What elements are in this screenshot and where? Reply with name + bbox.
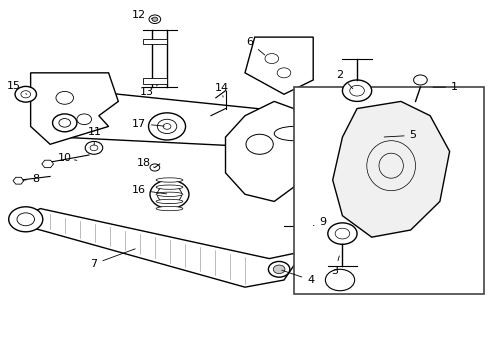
Circle shape bbox=[56, 91, 74, 104]
Circle shape bbox=[343, 80, 372, 102]
Polygon shape bbox=[305, 223, 317, 230]
Circle shape bbox=[15, 86, 36, 102]
Circle shape bbox=[273, 265, 285, 274]
Circle shape bbox=[77, 114, 92, 125]
Circle shape bbox=[277, 68, 291, 78]
Circle shape bbox=[21, 91, 30, 98]
Circle shape bbox=[246, 134, 273, 154]
Text: 5: 5 bbox=[384, 130, 416, 140]
Polygon shape bbox=[245, 37, 313, 94]
Circle shape bbox=[269, 261, 290, 277]
Circle shape bbox=[148, 113, 186, 140]
Circle shape bbox=[163, 123, 171, 129]
Text: 18: 18 bbox=[137, 158, 155, 168]
Circle shape bbox=[325, 269, 355, 291]
Text: 14: 14 bbox=[215, 83, 229, 97]
Circle shape bbox=[9, 207, 43, 232]
Polygon shape bbox=[13, 177, 24, 184]
Circle shape bbox=[59, 118, 71, 127]
Circle shape bbox=[85, 141, 103, 154]
Circle shape bbox=[418, 135, 442, 153]
Text: 10: 10 bbox=[58, 153, 77, 163]
Bar bbox=[143, 78, 167, 84]
Text: 2: 2 bbox=[337, 69, 353, 89]
Text: 4: 4 bbox=[282, 270, 315, 285]
Circle shape bbox=[350, 85, 365, 96]
Circle shape bbox=[361, 133, 373, 141]
Polygon shape bbox=[50, 91, 450, 155]
Circle shape bbox=[157, 119, 177, 134]
Text: 8: 8 bbox=[23, 174, 39, 184]
Polygon shape bbox=[225, 102, 303, 202]
Text: 13: 13 bbox=[140, 85, 157, 98]
Text: 15: 15 bbox=[6, 81, 27, 94]
Circle shape bbox=[152, 17, 158, 21]
Circle shape bbox=[17, 213, 34, 226]
Polygon shape bbox=[11, 208, 303, 287]
Circle shape bbox=[150, 180, 189, 208]
Ellipse shape bbox=[156, 178, 183, 182]
Polygon shape bbox=[333, 102, 450, 237]
Ellipse shape bbox=[156, 206, 183, 211]
Circle shape bbox=[328, 223, 357, 244]
Circle shape bbox=[90, 145, 98, 151]
Bar bbox=[294, 87, 484, 294]
Ellipse shape bbox=[156, 199, 183, 203]
Text: 12: 12 bbox=[132, 10, 152, 20]
Polygon shape bbox=[30, 73, 118, 144]
Polygon shape bbox=[42, 160, 53, 168]
Text: 11: 11 bbox=[88, 127, 102, 145]
Text: 6: 6 bbox=[246, 37, 265, 55]
Circle shape bbox=[335, 228, 350, 239]
Circle shape bbox=[265, 54, 279, 64]
Circle shape bbox=[414, 75, 427, 85]
Text: 1: 1 bbox=[433, 82, 458, 92]
Text: 16: 16 bbox=[132, 185, 167, 195]
Text: 3: 3 bbox=[332, 256, 339, 276]
Circle shape bbox=[424, 140, 436, 149]
Text: 17: 17 bbox=[132, 118, 164, 129]
Circle shape bbox=[149, 15, 161, 23]
Bar bbox=[143, 39, 167, 44]
Circle shape bbox=[157, 185, 182, 203]
Circle shape bbox=[52, 114, 77, 132]
Ellipse shape bbox=[156, 192, 183, 197]
Ellipse shape bbox=[274, 126, 313, 141]
Text: 9: 9 bbox=[314, 217, 326, 227]
Ellipse shape bbox=[156, 185, 183, 189]
Text: 7: 7 bbox=[90, 249, 135, 269]
Circle shape bbox=[150, 164, 160, 171]
